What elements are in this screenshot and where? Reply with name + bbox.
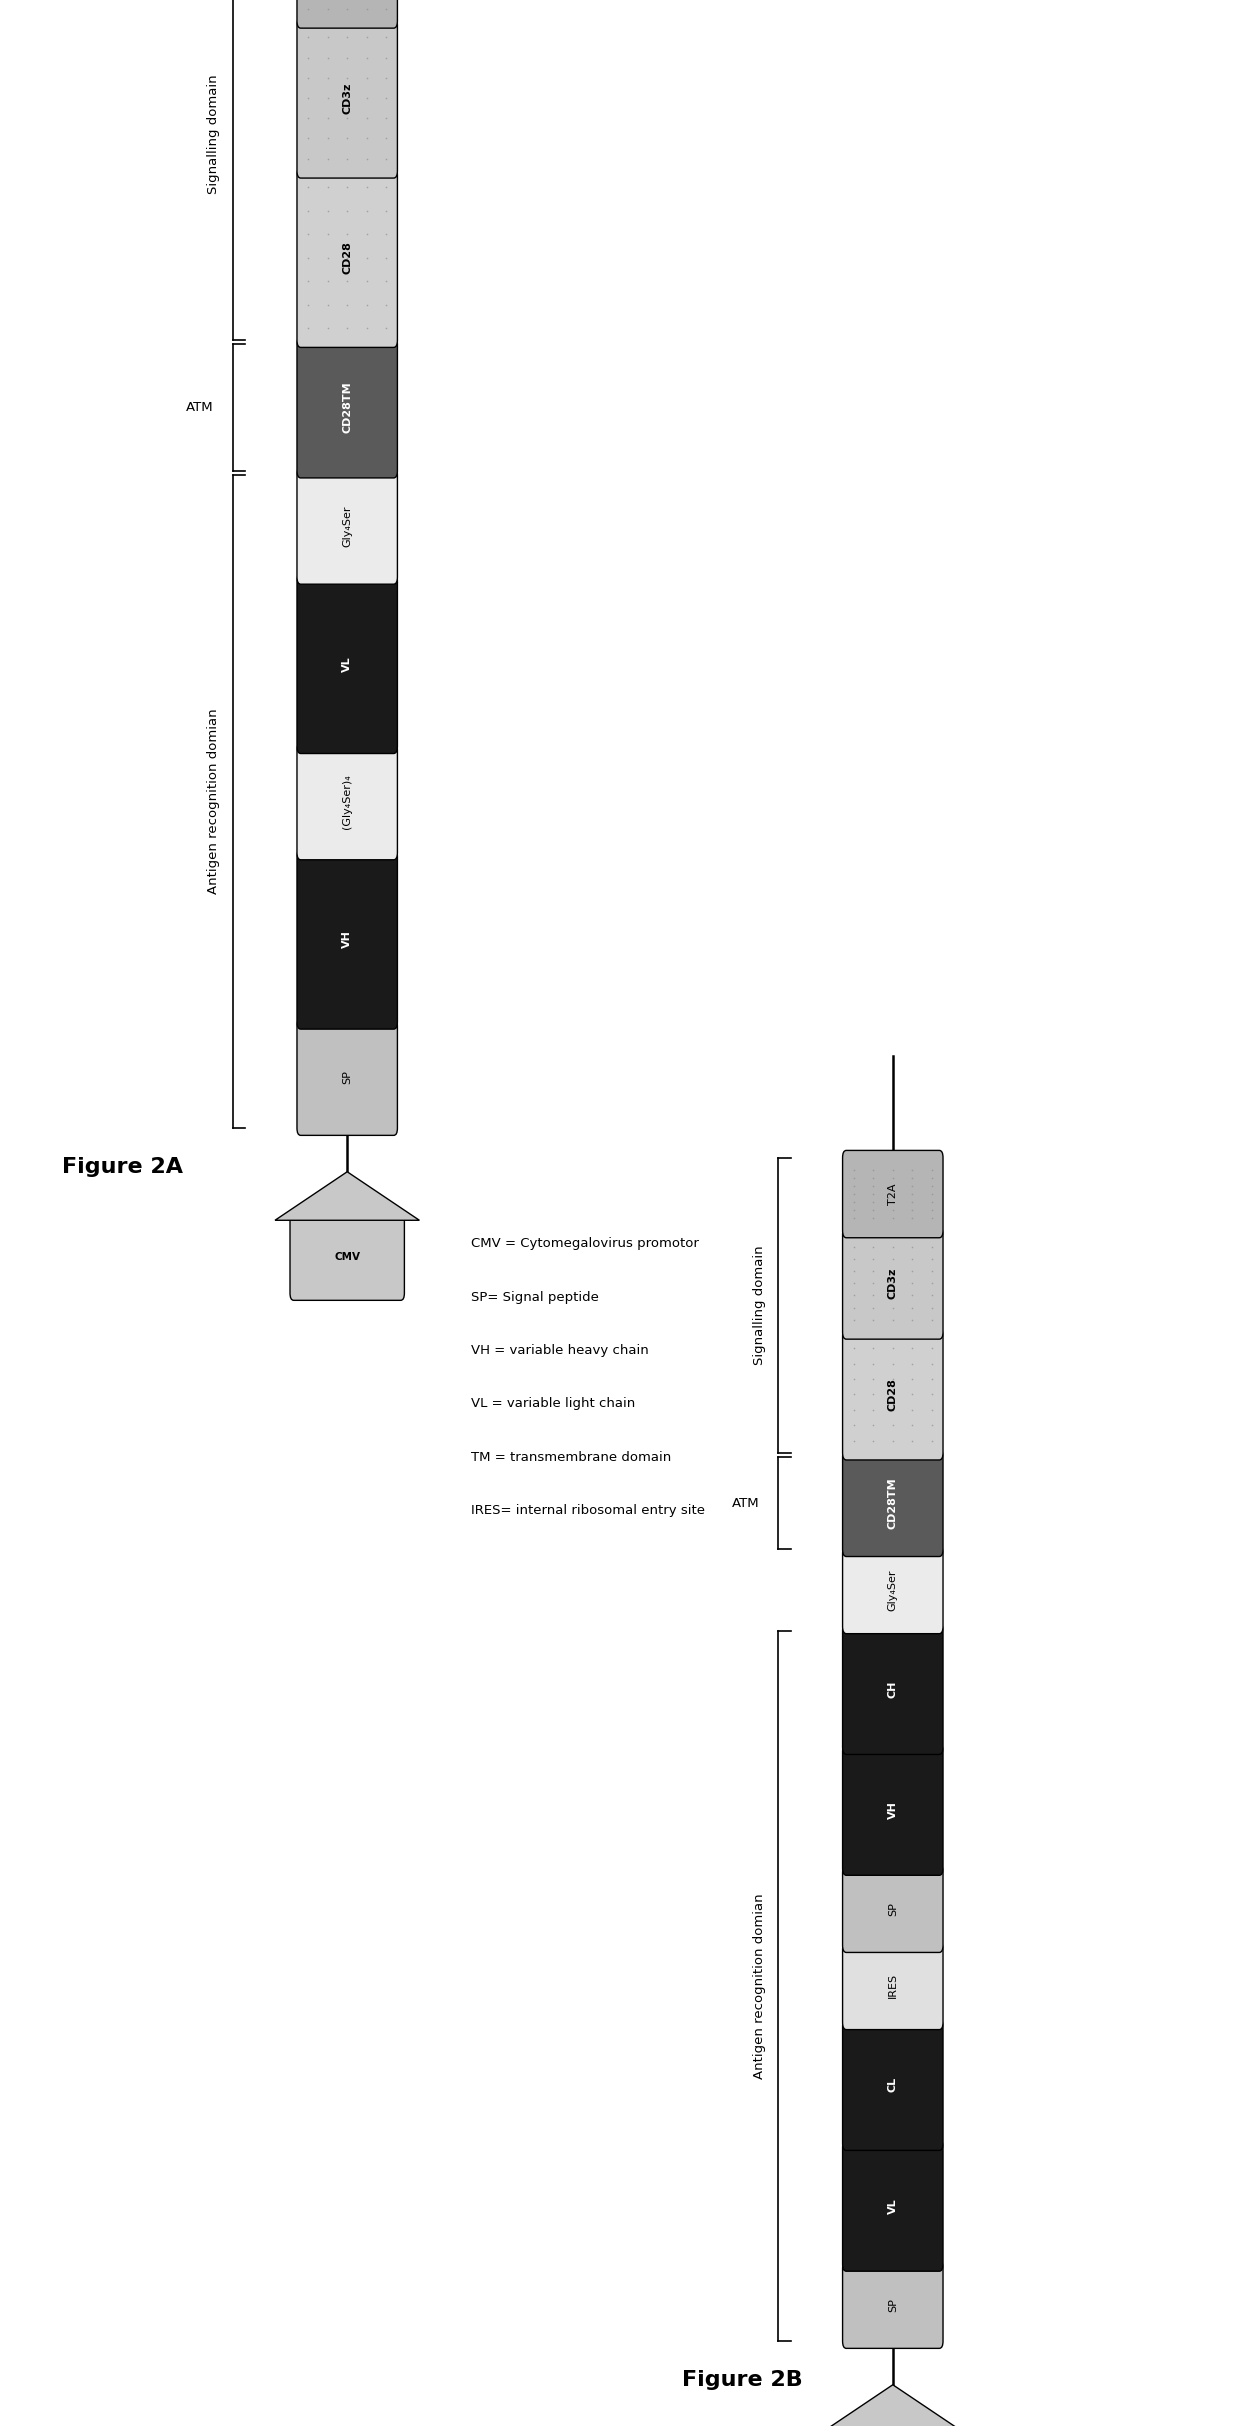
Text: VL: VL (888, 2198, 898, 2213)
Text: VL: VL (342, 655, 352, 672)
Text: (Gly₄Ser)₄: (Gly₄Ser)₄ (342, 774, 352, 830)
Text: VH: VH (888, 1800, 898, 1820)
Text: TM = transmembrane domain: TM = transmembrane domain (471, 1451, 671, 1463)
Text: CMV = Cytomegalovirus promotor: CMV = Cytomegalovirus promotor (471, 1237, 699, 1249)
Text: CD3z: CD3z (888, 1269, 898, 1298)
Text: CD28TM: CD28TM (342, 381, 352, 434)
FancyBboxPatch shape (298, 849, 397, 1029)
Text: CD28TM: CD28TM (888, 1477, 898, 1528)
Text: VH = variable heavy chain: VH = variable heavy chain (471, 1344, 649, 1356)
FancyBboxPatch shape (843, 2261, 942, 2348)
FancyBboxPatch shape (843, 1451, 942, 1557)
Text: CD28: CD28 (888, 1378, 898, 1412)
FancyBboxPatch shape (290, 1213, 404, 1300)
Text: ATM: ATM (186, 400, 215, 415)
Text: IRES= internal ribosomal entry site: IRES= internal ribosomal entry site (471, 1504, 706, 1516)
Text: IRES: IRES (888, 1972, 898, 1999)
Text: SP: SP (888, 2297, 898, 2312)
Text: CL: CL (888, 2077, 898, 2094)
FancyBboxPatch shape (298, 337, 397, 478)
Text: CD3z: CD3z (342, 82, 352, 114)
FancyBboxPatch shape (298, 468, 397, 585)
FancyBboxPatch shape (298, 0, 397, 29)
FancyBboxPatch shape (843, 1744, 942, 1875)
Polygon shape (275, 1172, 419, 1220)
Text: VH: VH (342, 932, 352, 949)
Text: Gly₄Ser: Gly₄Ser (342, 505, 352, 546)
Text: Figure 2A: Figure 2A (62, 1157, 184, 1177)
Text: Signalling domain: Signalling domain (753, 1245, 766, 1366)
Text: T2A: T2A (888, 1184, 898, 1206)
Text: SP= Signal peptide: SP= Signal peptide (471, 1291, 599, 1303)
FancyBboxPatch shape (298, 17, 397, 177)
Text: CH: CH (888, 1681, 898, 1698)
FancyBboxPatch shape (843, 2018, 942, 2149)
Text: ATM: ATM (732, 1497, 759, 1509)
FancyBboxPatch shape (843, 1329, 942, 1460)
Text: SP: SP (342, 1070, 352, 1084)
Text: Antigen recognition domian: Antigen recognition domian (753, 1892, 766, 2079)
Text: Antigen recognition domian: Antigen recognition domian (207, 708, 221, 895)
Text: CD28: CD28 (342, 240, 352, 274)
FancyBboxPatch shape (298, 1019, 397, 1135)
FancyBboxPatch shape (843, 1866, 942, 1953)
Polygon shape (821, 2385, 965, 2426)
Text: VL = variable light chain: VL = variable light chain (471, 1397, 635, 1410)
Text: Figure 2B: Figure 2B (682, 2370, 802, 2390)
FancyBboxPatch shape (298, 575, 397, 754)
FancyBboxPatch shape (843, 2140, 942, 2271)
Text: SP: SP (888, 1902, 898, 1917)
FancyBboxPatch shape (843, 1545, 942, 1633)
FancyBboxPatch shape (843, 1228, 942, 1339)
FancyBboxPatch shape (298, 167, 397, 347)
Text: CMV: CMV (335, 1252, 360, 1262)
FancyBboxPatch shape (843, 1150, 942, 1237)
FancyBboxPatch shape (298, 742, 397, 859)
FancyBboxPatch shape (843, 1943, 942, 2031)
FancyBboxPatch shape (843, 1623, 942, 1754)
Text: Gly₄Ser: Gly₄Ser (888, 1570, 898, 1611)
Text: Signalling domain: Signalling domain (207, 75, 221, 194)
